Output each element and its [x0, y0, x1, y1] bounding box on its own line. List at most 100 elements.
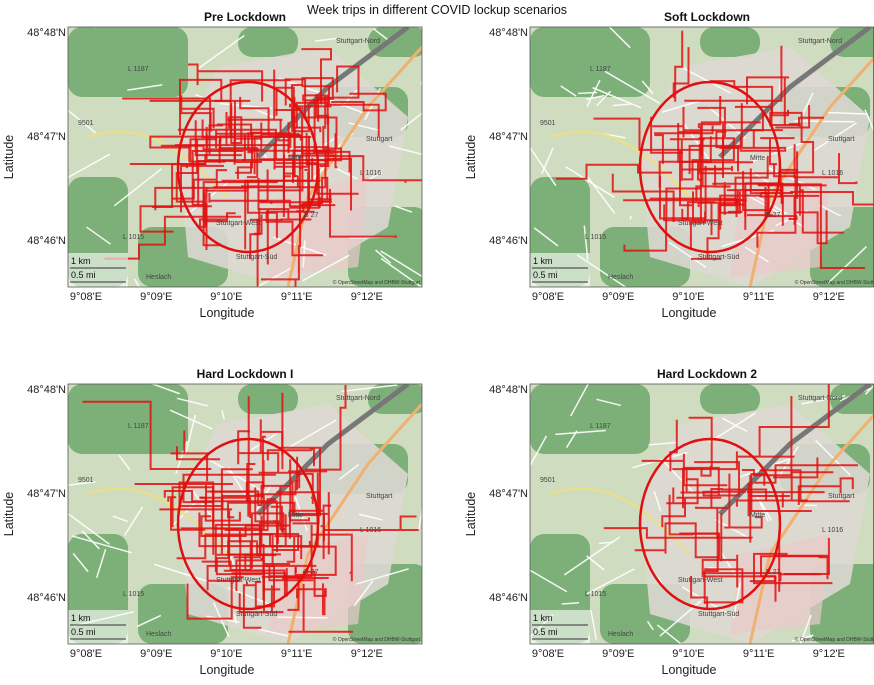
map-label: Stuttgart [366, 493, 393, 500]
x-tick-label: 9°10'E [210, 291, 242, 303]
panel-title: Hard Lockdown 2 [657, 367, 757, 381]
y-tick-label: 48°47'N [489, 131, 528, 143]
forest [238, 384, 298, 414]
scale-label: 0.5 mi [533, 627, 558, 637]
map-label: L 1016 [822, 527, 843, 534]
map-label: Mitte [288, 155, 303, 162]
map-label: Mitte [750, 155, 765, 162]
scale-label: 1 km [533, 613, 553, 623]
y-tick-label: 48°46'N [489, 235, 528, 247]
map-label: L 1015 [585, 234, 606, 241]
forest [700, 384, 760, 414]
x-tick-label: 9°08'E [532, 648, 564, 660]
x-tick-label: 9°12'E [813, 291, 845, 303]
scale-label: 0.5 mi [71, 627, 96, 637]
map-label: Mitte [750, 512, 765, 519]
x-tick-label: 9°11'E [281, 291, 312, 303]
forest [238, 27, 298, 57]
panel-title: Hard Lockdown I [197, 367, 294, 381]
x-tick-label: 9°09'E [140, 291, 172, 303]
x-tick-label: 9°08'E [70, 648, 102, 660]
x-tick-label: 9°12'E [813, 648, 845, 660]
map-label: L 1016 [360, 527, 381, 534]
attribution: © OpenStreetMap and DHBW-Stuttgart [795, 636, 874, 643]
map-label: Stuttgart-West [678, 220, 723, 227]
scale-label: 1 km [71, 613, 91, 623]
map-label: B 27 [304, 212, 319, 219]
x-tick-label: 9°11'E [743, 648, 774, 660]
map-label: Stuttgart-West [678, 577, 723, 584]
road [421, 56, 437, 84]
panel-title: Pre Lockdown [204, 10, 286, 24]
x-tick-label: 9°08'E [70, 291, 102, 303]
forest [68, 27, 188, 97]
map-label: L 1016 [360, 170, 381, 177]
map-label: L 1187 [128, 66, 149, 73]
y-tick-label: 48°47'N [27, 488, 66, 500]
map-label: 9501 [540, 120, 556, 127]
map-label: Heslach [146, 631, 171, 638]
map-label: L 1187 [590, 423, 611, 430]
attribution: © OpenStreetMap and DHBW-Stuttgart [333, 636, 421, 643]
map-label: Stuttgart-Süd [236, 611, 277, 618]
figure-title: Week trips in different COVID lockup sce… [307, 3, 567, 17]
panel-title: Soft Lockdown [664, 10, 750, 24]
map-label: Heslach [146, 274, 171, 281]
map-label: Stuttgart-Nord [336, 38, 380, 45]
y-tick-label: 48°47'N [489, 488, 528, 500]
road [794, 121, 854, 122]
y-tick-label: 48°46'N [27, 592, 66, 604]
attribution: © OpenStreetMap and DHBW-Stuttgart [333, 279, 421, 286]
y-axis-label: Latitude [2, 135, 16, 180]
x-tick-label: 9°10'E [210, 648, 242, 660]
y-axis-label: Latitude [2, 492, 16, 537]
x-tick-label: 9°08'E [532, 291, 564, 303]
map-label: Stuttgart-Nord [798, 395, 842, 402]
y-tick-label: 48°47'N [27, 131, 66, 143]
map-label: B 27 [766, 212, 781, 219]
map-label: Stuttgart-West [216, 577, 261, 584]
map-label: Heslach [608, 631, 633, 638]
x-tick-label: 9°09'E [602, 291, 634, 303]
forest [530, 384, 650, 454]
map-label: Stuttgart-Nord [798, 38, 842, 45]
map-label: L 1187 [590, 66, 611, 73]
figure: Week trips in different COVID lockup sce… [0, 0, 874, 680]
x-tick-label: 9°10'E [672, 291, 704, 303]
map-label: L 1015 [123, 234, 144, 241]
map-label: 9501 [78, 120, 94, 127]
map-label: Stuttgart-Süd [698, 611, 739, 618]
x-tick-label: 9°10'E [672, 648, 704, 660]
map-label: Stuttgart-West [216, 220, 261, 227]
x-tick-label: 9°11'E [743, 291, 774, 303]
forest [700, 27, 760, 57]
map-label: Stuttgart [366, 136, 393, 143]
map-label: Heslach [608, 274, 633, 281]
map-label: L 1016 [822, 170, 843, 177]
y-tick-label: 48°48'N [27, 27, 66, 39]
road [578, 92, 597, 93]
x-axis-label: Longitude [662, 663, 717, 677]
map-label: 9501 [78, 477, 94, 484]
map-label: L 1187 [128, 423, 149, 430]
map-label: Mitte [288, 512, 303, 519]
map-label: B 27 [304, 569, 319, 576]
y-tick-label: 48°48'N [489, 384, 528, 396]
map-label: Stuttgart-Nord [336, 395, 380, 402]
scale-label: 0.5 mi [71, 270, 96, 280]
map-panel: Stuttgart-Nord L 1187 9501 Stuttgart Stuttga… [43, 6, 440, 299]
x-tick-label: 9°09'E [602, 648, 634, 660]
y-axis-label: Latitude [464, 135, 478, 180]
scale-label: 1 km [533, 256, 553, 266]
map-label: L 1015 [585, 591, 606, 598]
map-label: Stuttgart-Süd [698, 254, 739, 261]
x-axis-label: Longitude [200, 306, 255, 320]
scale-label: 1 km [71, 256, 91, 266]
x-tick-label: 9°12'E [351, 648, 383, 660]
map-label: Stuttgart [828, 136, 855, 143]
map-panel: Stuttgart-Nord L 1187 9501 Stuttgart Stuttga… [49, 375, 428, 644]
map-label: 9501 [540, 477, 556, 484]
road [95, 6, 109, 27]
y-tick-label: 48°48'N [27, 384, 66, 396]
map-label: B 27 [766, 569, 781, 576]
